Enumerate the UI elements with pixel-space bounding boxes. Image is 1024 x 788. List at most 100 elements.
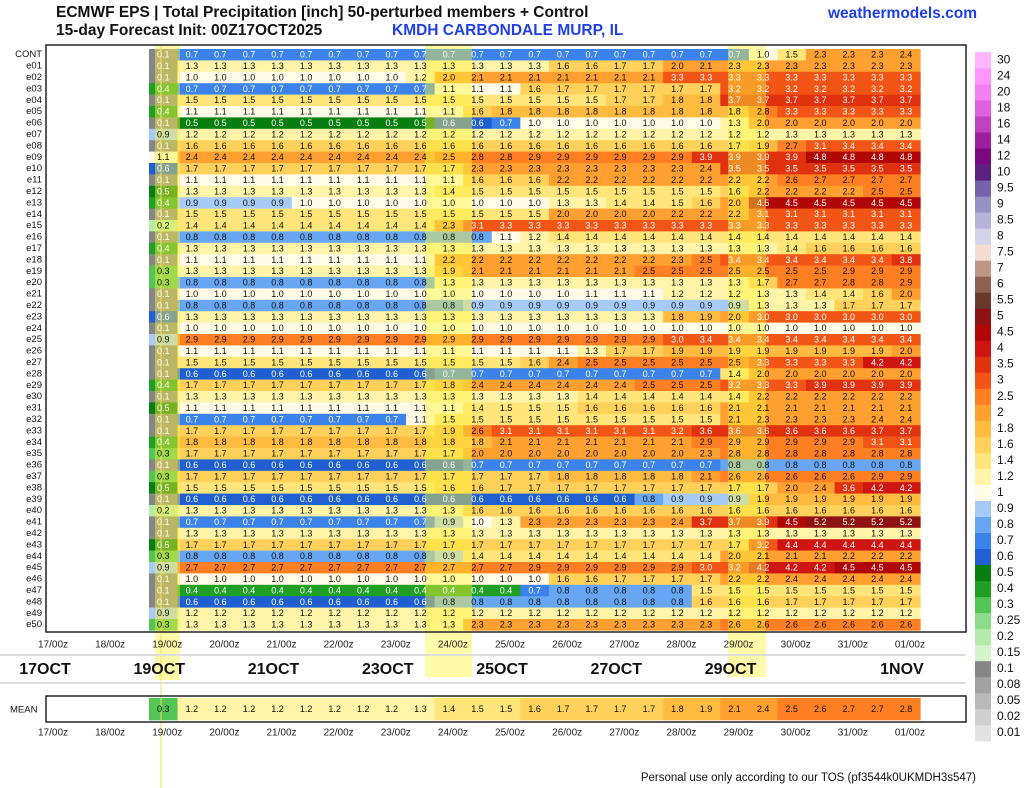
cell <box>320 151 350 164</box>
cell <box>606 493 635 506</box>
cell-value: 1.2 <box>700 608 713 618</box>
cell <box>834 60 864 73</box>
cell-value: 0.7 <box>528 369 541 379</box>
colorbar-swatch <box>975 596 991 614</box>
cell-value: 1.7 <box>300 471 313 481</box>
cell-value: 0.8 <box>671 585 684 595</box>
cell <box>834 698 864 721</box>
cell-value: 2.4 <box>500 380 513 390</box>
cell <box>148 505 178 517</box>
cell <box>234 516 264 529</box>
cell <box>891 231 921 244</box>
cell-value: 1.0 <box>214 323 227 333</box>
cell <box>805 402 835 415</box>
cell <box>720 619 750 631</box>
cell <box>777 425 807 437</box>
cell <box>491 448 521 460</box>
cell-value: 2.9 <box>757 437 770 447</box>
cell-value: 3.1 <box>643 426 656 436</box>
cell <box>406 128 436 141</box>
cell <box>805 345 835 358</box>
cell <box>520 174 550 187</box>
cell <box>320 185 350 198</box>
cell <box>777 345 807 358</box>
cell <box>720 185 750 198</box>
cell <box>663 151 693 164</box>
cell-value: 0.6 <box>300 494 313 504</box>
cell <box>263 265 293 278</box>
cell-value: 0.7 <box>585 460 598 470</box>
cell <box>663 413 693 426</box>
cell <box>663 208 693 221</box>
cell <box>520 185 550 198</box>
cell <box>291 516 321 529</box>
cell-value: 1.1 <box>271 346 284 356</box>
cell-value: 1.6 <box>643 403 656 413</box>
cell <box>634 71 664 84</box>
cell <box>777 539 807 551</box>
cell <box>320 562 350 574</box>
cell-value: 0.6 <box>271 369 284 379</box>
cell <box>834 94 864 107</box>
cell <box>548 128 578 141</box>
cell <box>291 288 321 301</box>
cell-value: 1.3 <box>785 528 798 538</box>
cell <box>691 470 721 483</box>
cell <box>834 448 864 460</box>
cell-value: 3.4 <box>814 255 827 265</box>
cell-value: 1.7 <box>386 426 399 436</box>
cell-value: 1.7 <box>500 471 513 481</box>
cell <box>634 493 664 506</box>
cell <box>377 60 407 73</box>
cell <box>777 299 807 312</box>
cell <box>520 311 550 323</box>
cell <box>606 527 635 540</box>
cell-value: 1.6 <box>785 506 798 516</box>
cell <box>148 413 178 426</box>
cell <box>148 619 178 631</box>
cell-value: 0.5 <box>186 118 199 128</box>
cell-value: 1.0 <box>243 289 256 299</box>
cell-value: 1.0 <box>471 574 484 584</box>
cell <box>805 425 835 437</box>
cell-value: 1.5 <box>243 209 256 219</box>
cell-value: 1.3 <box>214 312 227 322</box>
cell-value: 0.7 <box>186 84 199 94</box>
cell-value: 1.8 <box>528 107 541 117</box>
cell-value: 0.7 <box>414 84 427 94</box>
cell-value: 1.5 <box>243 483 256 493</box>
cell-value: 2.3 <box>728 61 741 71</box>
cell-value: 2.0 <box>871 369 884 379</box>
cell-value: 4.8 <box>843 152 856 162</box>
cell <box>377 698 407 721</box>
cell <box>491 117 521 130</box>
cell <box>691 60 721 73</box>
cell <box>234 242 264 255</box>
cell-value: 1.2 <box>386 704 399 714</box>
cell-value: 1.1 <box>186 175 199 185</box>
cell-value: 1.0 <box>214 289 227 299</box>
cell-value: 1.5 <box>186 357 199 367</box>
cell-value: 3.7 <box>814 95 827 105</box>
cell <box>177 493 207 506</box>
cell-value: 0.4 <box>157 107 170 117</box>
cell <box>863 185 893 198</box>
cell <box>377 562 407 574</box>
colorbar-swatch <box>975 644 991 662</box>
cell-value: 1.7 <box>328 540 341 550</box>
cell-value: 1.6 <box>900 506 913 516</box>
cell <box>263 562 293 574</box>
cell <box>548 505 578 517</box>
cell <box>406 425 436 437</box>
cell <box>234 356 264 369</box>
cell <box>148 83 178 95</box>
cell-value: 0.6 <box>386 494 399 504</box>
cell <box>177 117 207 130</box>
cell <box>463 436 493 449</box>
cell <box>406 573 436 586</box>
cell-value: 0.6 <box>414 460 427 470</box>
cell <box>348 425 378 437</box>
cell-value: 2.8 <box>843 449 856 459</box>
cell-value: 1.7 <box>614 346 627 356</box>
cell-value: 0.9 <box>443 517 456 527</box>
